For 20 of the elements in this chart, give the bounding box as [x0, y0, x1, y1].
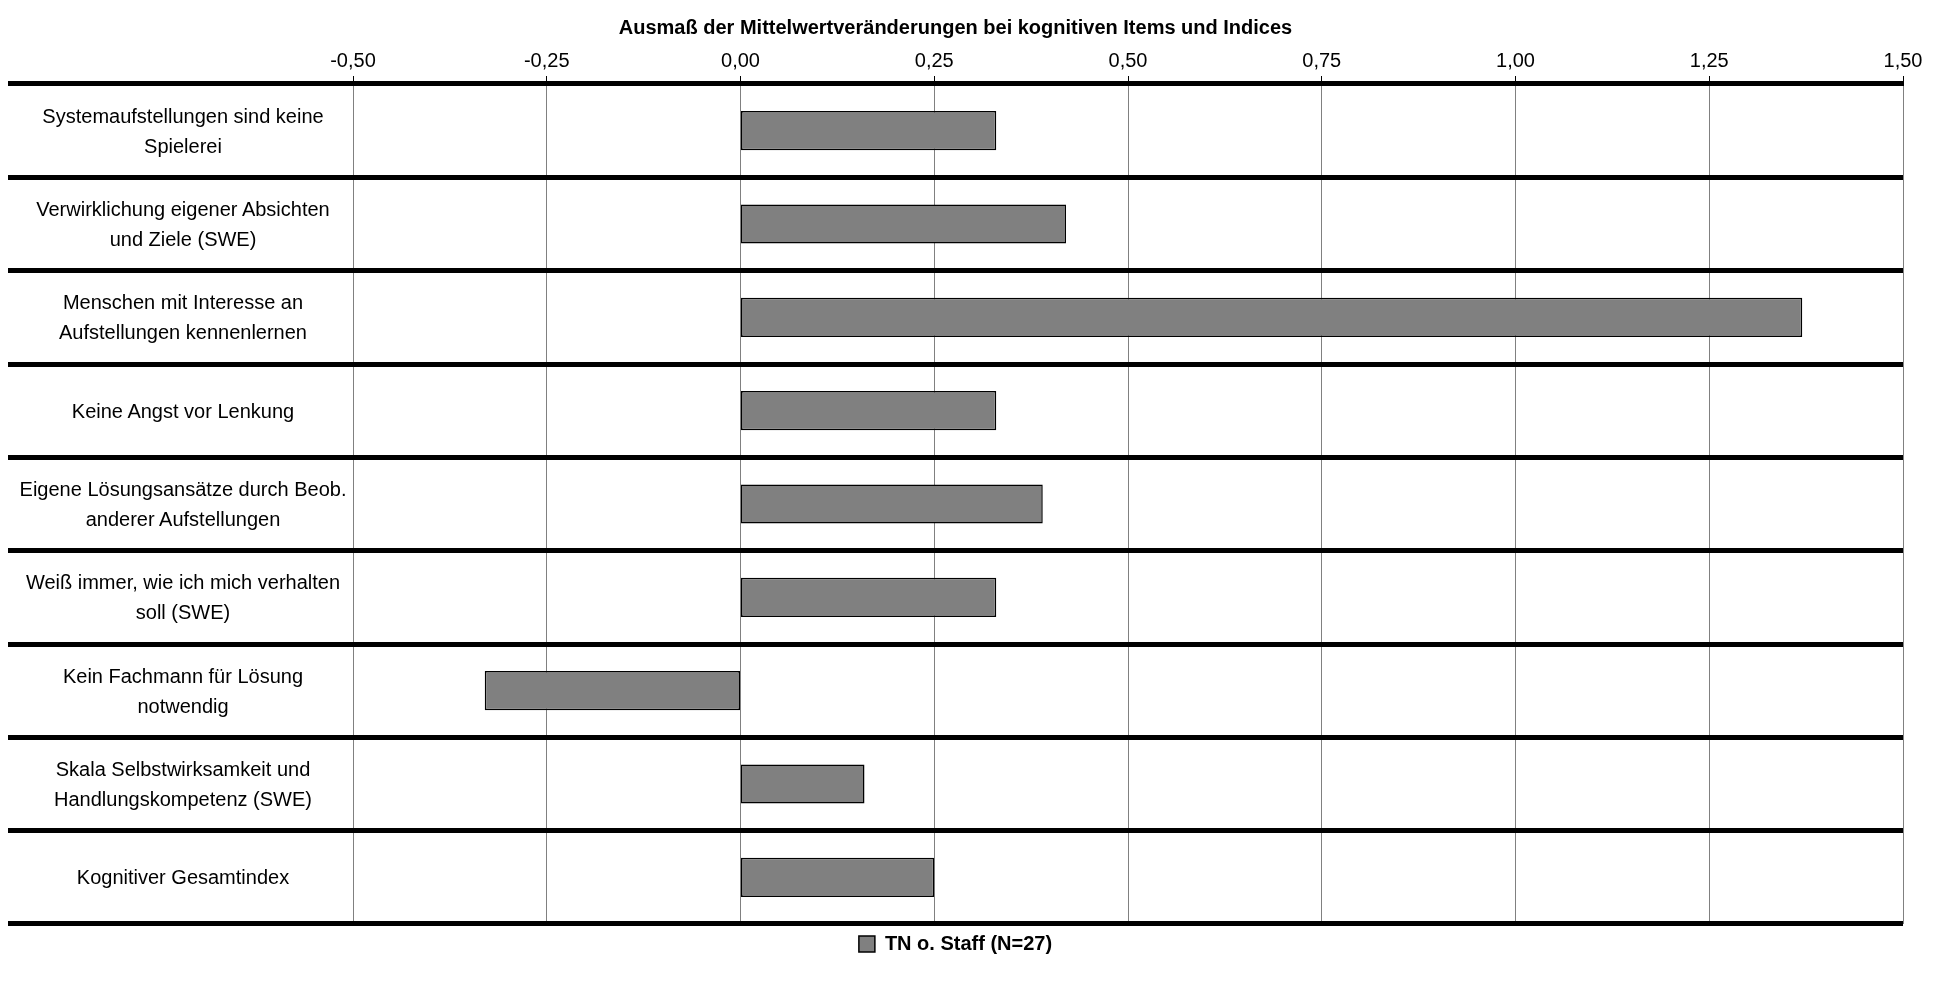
y-tick-label: Skala Selbstwirksamkeit und Handlungskompetenz (SWE) [18, 754, 348, 814]
x-tick-label: 1,25 [1689, 48, 1729, 71]
y-tick-label: Menschen mit Interesse an Aufstellungen kennenlernen [18, 287, 348, 348]
legend-label: TN o. Staff (N=27) [884, 931, 1053, 954]
y-tick-label: Keine Angst vor Lenkung [18, 395, 348, 426]
chart-title: Ausmaß der Mittelwertveränderungen bei kognitiven Items und Indices [618, 15, 1293, 38]
y-tick-label: Kognitiver Gesamtindex [18, 862, 348, 893]
x-tick-label: 1,00 [1496, 48, 1535, 71]
x-tick-label: -0,25 [523, 48, 570, 71]
x-tick-label: 0,25 [914, 48, 954, 71]
y-tick-label: Kein Fachmann für Lösung notwendig [18, 660, 348, 721]
x-tick-label: 1,50 [1883, 48, 1923, 71]
y-tick-label: Verwirklichung eigener Absichten und Ziele (SWE) [18, 194, 348, 254]
x-tick-label: -0,50 [330, 48, 376, 71]
y-tick-label: Weiß immer, wie ich mich verhalten soll (SWE) [18, 567, 348, 628]
y-tick-label: Systemaufstellungen sind keine Spielerei [18, 100, 348, 161]
x-tick-label: 0,75 [1302, 48, 1342, 71]
x-tick-label: 0,50 [1108, 48, 1148, 71]
y-tick-label: Eigene Lösungsansätze durch Beob. anderer Aufstellungen [18, 474, 348, 534]
x-tick-label: 0,00 [721, 48, 760, 71]
